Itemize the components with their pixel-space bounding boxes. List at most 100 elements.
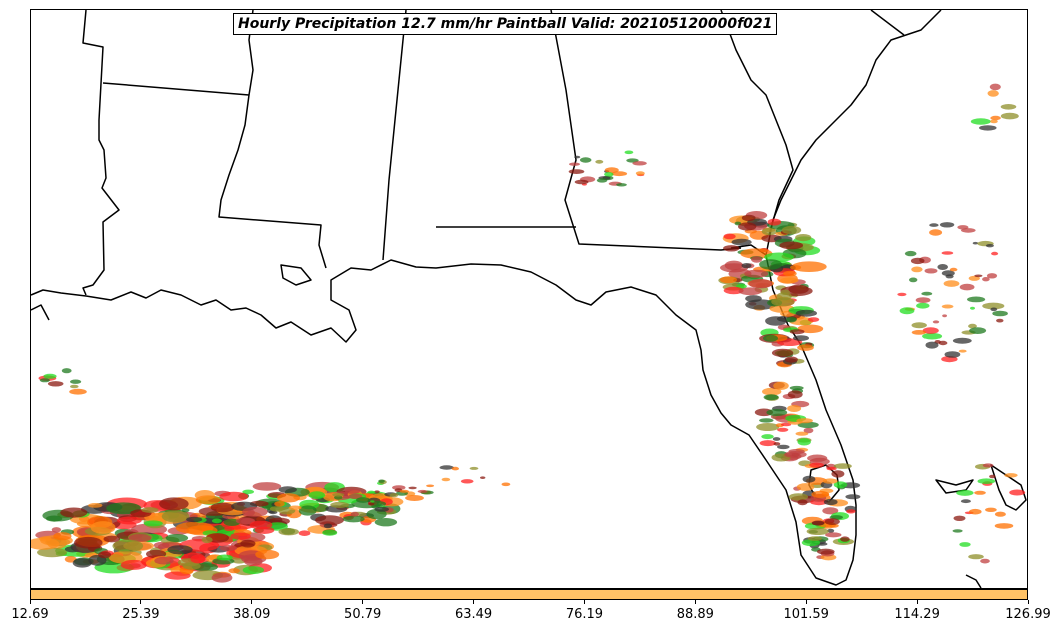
precip-blob [43, 373, 57, 379]
precip-blob [39, 536, 52, 542]
precip-blob [762, 387, 782, 396]
precip-blob [439, 465, 454, 470]
precip-blob [632, 161, 647, 166]
precip-blob [840, 536, 850, 542]
precip-blob [765, 316, 787, 326]
precip-blob [974, 490, 986, 495]
precip-blob [822, 478, 838, 484]
coastline [990, 464, 1027, 511]
precip-blob [252, 482, 282, 491]
precip-blob [967, 296, 986, 303]
precip-blob [154, 556, 174, 565]
precip-blob [825, 532, 842, 538]
precip-blob [781, 225, 802, 235]
precip-blob [374, 490, 380, 494]
precip-blob [451, 466, 459, 471]
state-border [382, 10, 407, 261]
tick-mark [140, 600, 142, 604]
precip-blob [790, 265, 802, 270]
precip-blob [910, 257, 925, 265]
precip-blob [611, 171, 628, 177]
precip-blob [460, 479, 474, 484]
precip-blob [941, 251, 954, 255]
precip-blob [807, 536, 823, 541]
precip-blob [786, 316, 797, 323]
precip-blob [803, 427, 814, 434]
precip-blob [345, 488, 360, 494]
coastline [935, 479, 974, 494]
precip-blob [996, 318, 1004, 323]
precip-blob [240, 539, 256, 548]
precip-blob [756, 423, 780, 431]
precip-blob [182, 562, 201, 570]
precip-blob [112, 539, 144, 553]
precip-blob [922, 332, 943, 340]
precip-blob [574, 179, 589, 185]
precip-blob [242, 489, 255, 494]
precip-blob [374, 518, 398, 527]
precip-blob [719, 276, 738, 284]
precip-blob [968, 554, 984, 560]
tick-label: 126.99 [1005, 607, 1051, 622]
precip-blob [274, 501, 285, 507]
precip-blob [795, 431, 809, 436]
precip-blob [925, 341, 939, 349]
tick-label: 12.69 [11, 607, 49, 622]
precip-blob [944, 351, 961, 358]
precip-blob [911, 330, 927, 335]
precip-blob [47, 381, 64, 387]
precip-blob [969, 327, 987, 334]
precip-blob [797, 344, 814, 351]
precip-blob [738, 222, 757, 231]
precip-blob [219, 545, 238, 551]
precip-blob [90, 521, 116, 534]
precip-blob [763, 394, 779, 401]
precip-blob [211, 572, 233, 583]
precip-blob [399, 489, 410, 493]
precip-blob [141, 507, 159, 513]
precip-blob [824, 518, 840, 525]
precip-blob [74, 536, 103, 549]
precip-blob [70, 379, 82, 384]
precip-blob [801, 539, 821, 547]
precip-blob [72, 558, 92, 568]
precip-blob [167, 545, 193, 555]
precip-blob [773, 442, 781, 446]
precip-blob [596, 178, 608, 183]
precip-blob [780, 422, 792, 427]
precip-blob [595, 159, 604, 164]
precip-blob [635, 171, 645, 176]
precip-blob [37, 547, 67, 558]
tick-mark [805, 600, 807, 604]
precip-blob [53, 532, 72, 541]
precip-blob [987, 90, 999, 97]
tick-label: 76.19 [565, 607, 604, 622]
precip-blob [945, 274, 954, 279]
precip-blob [989, 83, 1001, 91]
coastline [720, 10, 794, 236]
precip-blob [985, 507, 997, 512]
precip-blob [994, 511, 1006, 517]
precip-blob [974, 274, 983, 278]
tick-label: 38.09 [233, 607, 271, 622]
precip-blob [278, 486, 297, 493]
state-border [82, 10, 120, 296]
precip-blob [330, 501, 350, 508]
precip-blob [748, 279, 773, 289]
precip-blob [323, 523, 333, 529]
precip-blob [961, 228, 976, 233]
precip-blob [1009, 489, 1026, 496]
precip-blob [796, 483, 815, 491]
precip-blob [911, 266, 923, 273]
precip-blob [186, 516, 203, 523]
precip-blob [315, 515, 344, 526]
precip-blob [916, 302, 930, 309]
precip-blob [992, 310, 1008, 317]
precip-blob [242, 566, 265, 575]
precip-blob [370, 500, 375, 503]
precip-blob [990, 119, 998, 124]
precip-blob [922, 327, 939, 334]
precip-blob [959, 542, 971, 547]
precip-blob [795, 309, 818, 317]
precip-blob [811, 520, 825, 526]
